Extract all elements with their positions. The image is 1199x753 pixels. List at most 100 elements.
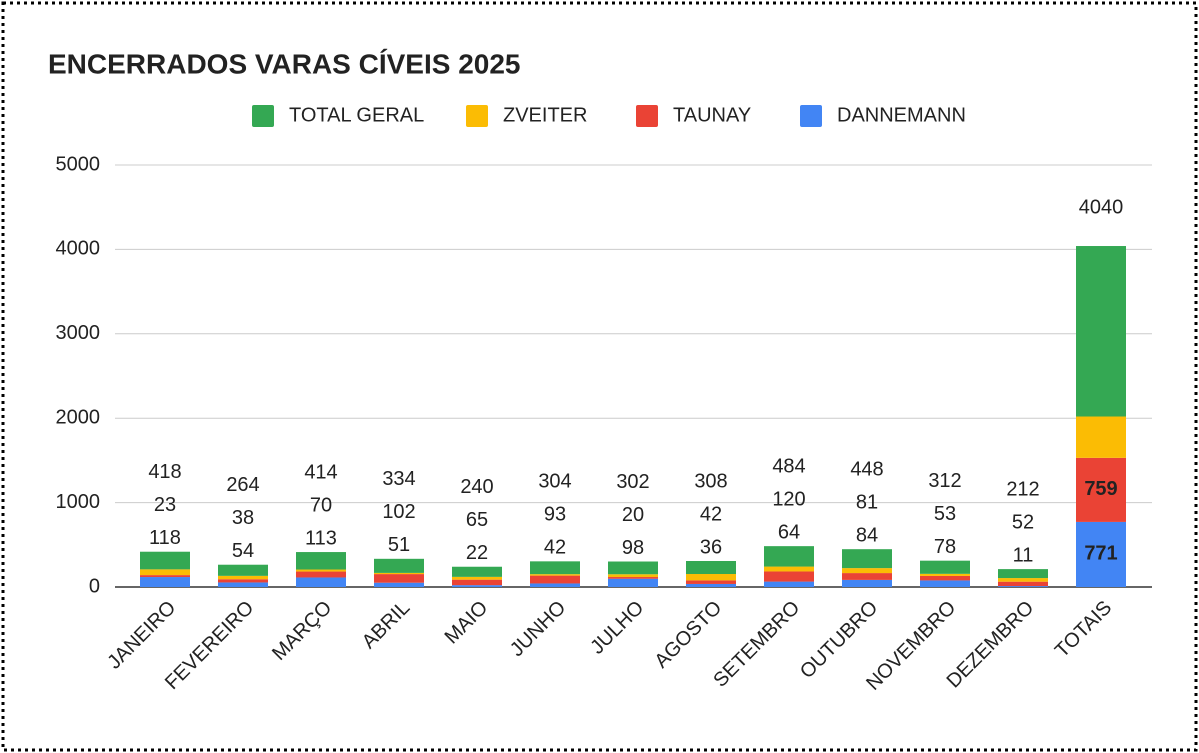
bar-segment — [764, 546, 814, 567]
bar-segment — [1076, 521, 1126, 587]
bar-segment — [218, 575, 268, 580]
bar-segment — [140, 569, 190, 576]
bar-segment — [452, 585, 502, 587]
value-label: 23 — [154, 494, 176, 516]
bar-segment — [140, 577, 190, 587]
value-label: 54 — [232, 540, 254, 562]
value-label: 51 — [388, 534, 410, 556]
value-label: 81 — [856, 491, 878, 513]
value-label: 11 — [1013, 544, 1034, 566]
total-label: 334 — [382, 468, 415, 490]
bar-segment — [998, 581, 1048, 587]
bar-segment — [842, 549, 892, 569]
value-label: 42 — [544, 537, 566, 559]
y-tick-label: 5000 — [56, 153, 101, 175]
bar-segment — [608, 578, 658, 587]
bar-segment — [920, 573, 970, 576]
bar-segment — [296, 552, 346, 570]
value-label: 70 — [310, 494, 332, 516]
value-label: 36 — [700, 536, 722, 558]
legend-label: TAUNAY — [673, 104, 751, 126]
bar-segment — [920, 580, 970, 587]
bar-segment — [842, 573, 892, 580]
bar-segment — [998, 586, 1048, 587]
value-label: 38 — [232, 507, 254, 529]
value-label: 78 — [934, 536, 956, 558]
total-label: 212 — [1006, 478, 1039, 500]
bar-segment — [764, 566, 814, 572]
value-label: 52 — [1012, 511, 1034, 533]
bar-segment — [608, 577, 658, 579]
bar-segment — [218, 564, 268, 576]
value-label: 102 — [382, 501, 415, 523]
bar-segment — [530, 574, 580, 576]
value-label: 98 — [622, 537, 644, 559]
bar-segment — [608, 561, 658, 575]
bar-segment — [686, 583, 736, 587]
bar-segment — [764, 581, 814, 587]
y-tick-label: 3000 — [56, 322, 101, 344]
bar-segment — [296, 571, 346, 578]
bar-segment — [530, 583, 580, 587]
bar-segment — [140, 575, 190, 578]
value-label: 771 — [1084, 543, 1117, 565]
bar-segment — [374, 582, 424, 587]
value-label: 65 — [466, 509, 488, 531]
bar-segment — [842, 568, 892, 574]
legend-label: TOTAL GERAL — [289, 104, 424, 126]
bar-segment — [530, 575, 580, 584]
bar-segment — [920, 575, 970, 581]
bar-segment — [374, 572, 424, 575]
bar-segment — [1076, 246, 1126, 417]
bar-segment — [1076, 416, 1126, 458]
bar-segment — [998, 569, 1048, 579]
legend-label: ZVEITER — [503, 104, 587, 126]
bar-segment — [452, 576, 502, 580]
y-tick-label: 1000 — [56, 491, 101, 513]
total-label: 484 — [772, 455, 805, 477]
total-label: 264 — [226, 474, 259, 496]
bar-segment — [374, 558, 424, 573]
bar-segment — [530, 561, 580, 575]
total-label: 312 — [928, 470, 961, 492]
legend-swatch — [466, 105, 488, 127]
bar-segment — [920, 560, 970, 574]
y-tick-label: 4000 — [56, 238, 101, 260]
bar-segment — [1076, 457, 1126, 522]
bar-segment — [608, 574, 658, 578]
bar-segment — [686, 574, 736, 581]
value-label: 22 — [466, 542, 488, 564]
bar-segment — [686, 580, 736, 584]
value-label: 84 — [856, 524, 878, 546]
total-label: 308 — [694, 470, 727, 492]
bar-segment — [296, 569, 346, 572]
value-label: 53 — [934, 503, 956, 525]
chart-title: ENCERRADOS VARAS CÍVEIS 2025 — [48, 48, 521, 79]
bar-segment — [452, 579, 502, 586]
bar-segment — [998, 578, 1048, 582]
total-label: 414 — [304, 461, 337, 483]
total-label: 448 — [850, 458, 883, 480]
value-label: 20 — [622, 504, 644, 526]
bar-segment — [686, 561, 736, 575]
total-label: 304 — [538, 471, 571, 493]
value-label: 93 — [544, 504, 566, 526]
bar-segment — [296, 577, 346, 587]
bar-segment — [842, 579, 892, 587]
total-label: 4040 — [1079, 196, 1124, 218]
total-label: 418 — [148, 461, 181, 483]
value-label: 759 — [1084, 478, 1117, 500]
y-tick-label: 0 — [89, 575, 100, 597]
bar-segment — [218, 582, 268, 587]
legend-swatch — [636, 105, 658, 127]
bar-segment — [140, 551, 190, 570]
value-label: 42 — [700, 503, 722, 525]
value-label: 118 — [149, 527, 181, 549]
legend-swatch — [252, 105, 274, 127]
bar-segment — [452, 566, 502, 577]
bar-segment — [764, 571, 814, 582]
total-label: 240 — [460, 476, 493, 498]
total-label: 302 — [616, 471, 649, 493]
